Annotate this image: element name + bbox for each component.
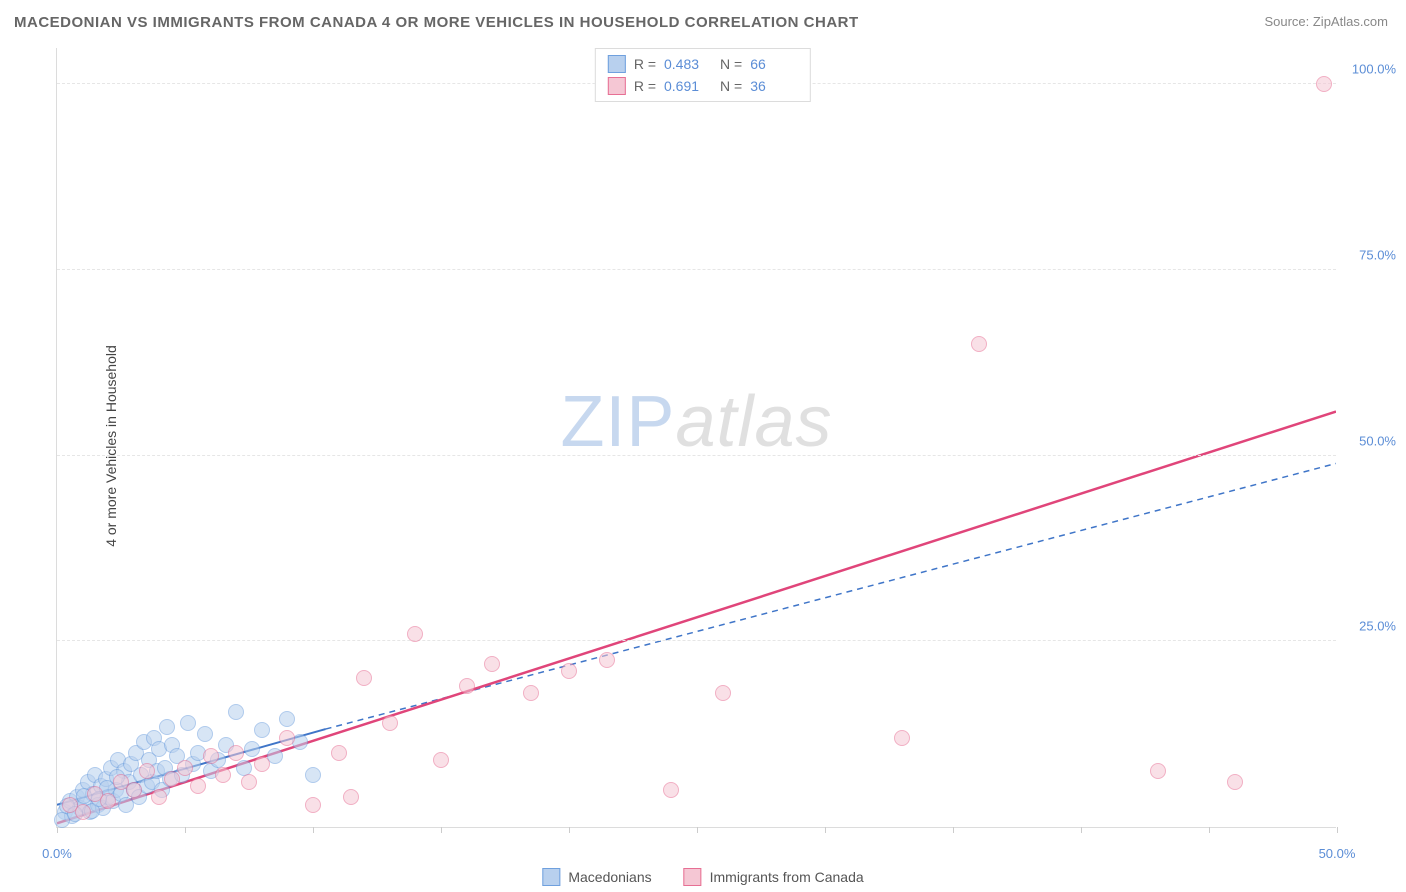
data-point [894,730,910,746]
x-tick-mark [185,827,186,833]
data-point [236,760,252,776]
data-point [254,722,270,738]
data-point [356,670,372,686]
legend-item: Immigrants from Canada [684,868,864,886]
legend-swatch [542,868,560,886]
gridline [57,269,1336,270]
y-tick-label: 25.0% [1341,619,1396,634]
data-point [331,745,347,761]
stats-row: R = 0.483 N = 66 [608,53,798,75]
x-tick-mark [441,827,442,833]
data-point [561,663,577,679]
data-point [382,715,398,731]
data-point [215,767,231,783]
trend-lines [57,48,1336,827]
x-tick-mark [1209,827,1210,833]
y-tick-label: 75.0% [1341,247,1396,262]
x-tick-mark [1081,827,1082,833]
data-point [305,767,321,783]
data-point [599,652,615,668]
data-point [126,782,142,798]
data-point [971,336,987,352]
x-tick-mark [57,827,58,833]
r-value: 0.483 [664,56,712,72]
y-tick-label: 50.0% [1341,433,1396,448]
x-tick-mark [569,827,570,833]
data-point [241,774,257,790]
y-tick-label: 100.0% [1341,62,1396,77]
data-point [75,804,91,820]
n-value: 36 [750,78,798,94]
data-point [279,730,295,746]
x-tick-mark [1337,827,1338,833]
data-point [190,778,206,794]
x-tick-mark [825,827,826,833]
legend-item: Macedonians [542,868,651,886]
x-tick-label: 0.0% [42,846,72,861]
chart-title: MACEDONIAN VS IMMIGRANTS FROM CANADA 4 O… [14,14,859,31]
data-point [407,626,423,642]
gridline [57,640,1336,641]
data-point [663,782,679,798]
r-label: R = [634,78,656,94]
r-label: R = [634,56,656,72]
data-point [1150,763,1166,779]
data-point [1227,774,1243,790]
watermark: ZIPatlas [560,381,832,463]
x-tick-mark [313,827,314,833]
data-point [177,760,193,776]
data-point [203,748,219,764]
r-value: 0.691 [664,78,712,94]
data-point [484,656,500,672]
legend-swatch [608,55,626,73]
data-point [164,771,180,787]
watermark-atlas: atlas [675,382,832,462]
data-point [244,741,260,757]
data-point [459,678,475,694]
x-tick-mark [697,827,698,833]
data-point [1316,76,1332,92]
data-point [305,797,321,813]
chart-plot-area: ZIPatlas 25.0%50.0%75.0%100.0%0.0%50.0% [56,48,1336,828]
legend-swatch [608,77,626,95]
data-point [715,685,731,701]
n-label: N = [720,78,742,94]
data-point [523,685,539,701]
gridline [57,455,1336,456]
source-link[interactable]: ZipAtlas.com [1313,14,1388,29]
data-point [343,789,359,805]
source-attribution: Source: ZipAtlas.com [1264,14,1388,29]
data-point [151,789,167,805]
legend-label: Macedonians [568,869,651,885]
data-point [228,745,244,761]
data-point [433,752,449,768]
data-point [180,715,196,731]
data-point [197,726,213,742]
data-point [100,793,116,809]
data-point [228,704,244,720]
n-value: 66 [750,56,798,72]
watermark-zip: ZIP [560,382,675,462]
x-tick-label: 50.0% [1319,846,1356,861]
x-tick-mark [953,827,954,833]
data-point [279,711,295,727]
stats-row: R = 0.691 N = 36 [608,75,798,97]
data-point [159,719,175,735]
data-point [139,763,155,779]
legend-label: Immigrants from Canada [710,869,864,885]
n-label: N = [720,56,742,72]
legend-swatch [684,868,702,886]
legend: Macedonians Immigrants from Canada [542,868,863,886]
data-point [254,756,270,772]
source-prefix: Source: [1264,14,1312,29]
correlation-stats-box: R = 0.483 N = 66 R = 0.691 N = 36 [595,48,811,102]
